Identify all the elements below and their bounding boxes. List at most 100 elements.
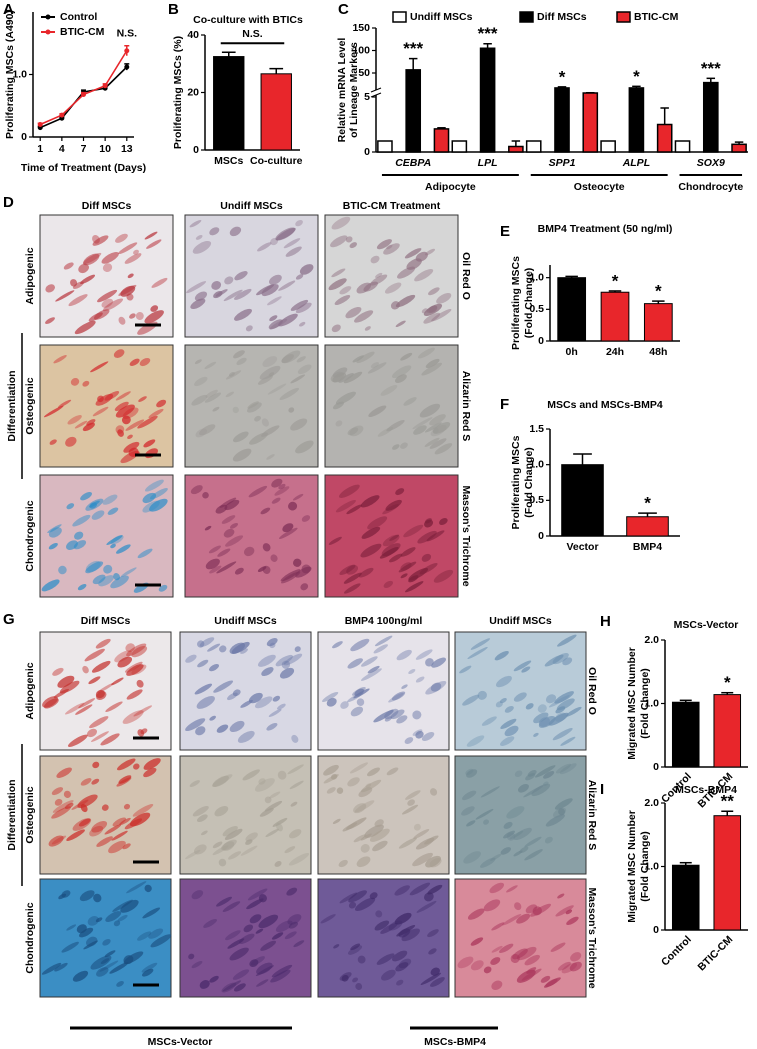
micrograph-texture — [204, 361, 217, 370]
micrograph-texture — [339, 892, 358, 904]
annotation: N.S. — [117, 28, 138, 40]
micrograph-texture — [394, 374, 407, 383]
micrograph-texture — [246, 898, 264, 910]
micrograph-texture — [413, 829, 430, 839]
micrograph-texture — [229, 947, 249, 961]
micrograph-texture — [122, 710, 144, 724]
x-tick-label: SPP1 — [549, 157, 576, 169]
micrograph-texture — [388, 692, 404, 703]
micrograph-texture — [343, 583, 361, 594]
micrograph-texture — [557, 893, 565, 899]
micrograph-texture — [405, 790, 421, 800]
panel-label: C — [338, 1, 349, 18]
micrograph-texture — [262, 543, 271, 552]
micrograph-texture — [499, 697, 507, 704]
micrograph-texture — [229, 642, 245, 654]
micrograph-texture — [148, 928, 164, 939]
micrograph-texture — [224, 828, 243, 840]
point — [81, 92, 86, 97]
micrograph-texture — [129, 358, 140, 366]
micrograph-texture — [257, 654, 276, 667]
micrograph-texture — [353, 834, 367, 843]
bar — [628, 87, 645, 153]
micrograph-texture — [364, 824, 384, 838]
micrograph-texture — [295, 220, 303, 227]
micrograph-texture — [491, 922, 505, 931]
bar — [702, 81, 719, 153]
micrograph-texture — [408, 567, 429, 581]
micrograph-texture — [421, 362, 442, 376]
micrograph-texture — [335, 391, 356, 405]
micrograph-texture — [297, 364, 312, 375]
micrograph-texture — [196, 696, 215, 709]
micrograph-texture — [349, 242, 357, 249]
micrograph-texture — [45, 317, 55, 324]
micrograph-texture — [91, 510, 105, 520]
micrograph-texture — [118, 242, 138, 255]
micrograph-texture — [196, 814, 208, 823]
x-tick-label: 48h — [649, 346, 667, 358]
micrograph-texture — [223, 528, 235, 538]
micrograph-texture — [111, 830, 128, 841]
point — [37, 122, 43, 127]
micrograph-texture — [521, 666, 531, 673]
micrograph-texture — [350, 706, 364, 717]
micrograph-texture — [374, 635, 393, 647]
micrograph-texture — [254, 778, 275, 792]
annotation: ** — [721, 792, 735, 811]
micrograph-texture — [118, 775, 132, 784]
panel-label: F — [500, 396, 509, 413]
micrograph-texture — [555, 905, 574, 917]
micrograph-texture — [542, 781, 549, 786]
point — [102, 83, 108, 89]
micrograph-texture — [274, 486, 290, 496]
legend-label: Undiff MSCs — [410, 11, 473, 23]
x-tick-label: Vector — [566, 541, 598, 553]
micrograph-texture — [328, 278, 347, 291]
micrograph-texture — [271, 932, 284, 940]
micrograph-texture — [89, 825, 104, 837]
micrograph-texture — [222, 901, 241, 912]
y-tick-label: 0 — [21, 131, 27, 143]
micrograph-texture — [352, 355, 364, 363]
y-axis-label: (Fold Change) — [523, 268, 535, 339]
micrograph-texture — [267, 296, 282, 306]
micrograph-texture — [74, 320, 96, 335]
micrograph-texture — [57, 675, 75, 688]
micrograph-texture — [123, 803, 131, 810]
annotation: N.S. — [242, 28, 263, 40]
micrograph-texture — [91, 778, 100, 785]
micrograph-texture — [216, 561, 237, 574]
micrograph-texture — [243, 924, 254, 933]
micrograph-texture — [212, 775, 229, 787]
micrograph-texture — [544, 654, 564, 667]
micrograph-texture — [283, 653, 303, 666]
micrograph-texture — [213, 290, 223, 299]
micrograph-texture — [320, 914, 336, 924]
micrograph-texture — [425, 358, 440, 368]
micrograph-texture — [491, 945, 503, 953]
micrograph-texture — [122, 407, 139, 419]
micrograph-texture — [212, 406, 220, 412]
micrograph-texture — [194, 683, 213, 695]
micrograph-texture — [249, 914, 262, 924]
micrograph-texture — [370, 362, 380, 369]
micrograph-texture — [431, 309, 452, 322]
micrograph-texture — [132, 804, 154, 817]
micrograph-texture — [392, 950, 408, 962]
panel-label: B — [168, 1, 179, 18]
micrograph-texture — [530, 903, 551, 917]
micrograph-texture — [55, 290, 75, 302]
micrograph-texture — [394, 885, 410, 896]
micrograph-texture — [331, 216, 351, 230]
micrograph-texture — [75, 704, 93, 715]
micrograph-texture — [290, 418, 308, 431]
micrograph-texture — [421, 553, 432, 562]
annotation: * — [559, 67, 566, 86]
micrograph-texture — [76, 924, 87, 934]
micrograph-texture — [96, 967, 109, 977]
micrograph-texture — [360, 543, 382, 558]
row-label: Osteogenic — [24, 377, 36, 434]
stain-label: Masson's Trichrome — [460, 485, 472, 586]
